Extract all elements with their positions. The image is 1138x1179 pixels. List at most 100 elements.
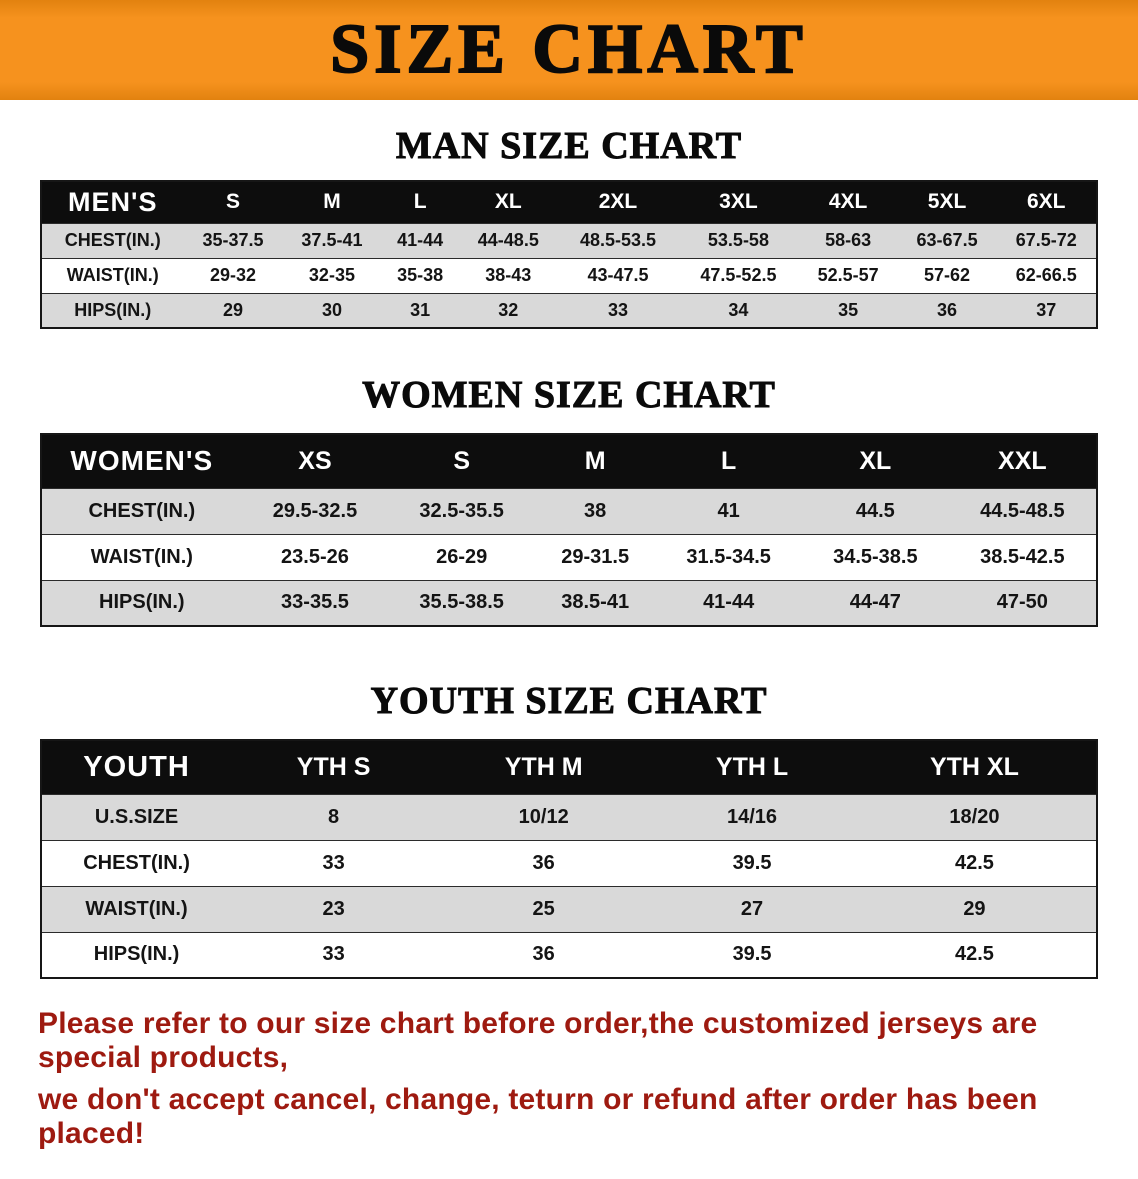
youth-size-table: YOUTH YTH S YTH M YTH L YTH XL U.S.SIZE 8 10/12… — [40, 739, 1098, 979]
size-column-header: L — [655, 434, 802, 488]
measurement-row-label: U.S.SIZE — [41, 793, 232, 840]
size-column-header: 4XL — [798, 181, 898, 223]
measurement-value: 32-35 — [282, 257, 382, 293]
size-column-header: L — [381, 181, 459, 223]
measurement-value: 26-29 — [388, 533, 536, 580]
measurement-value: 8 — [231, 793, 437, 840]
measurement-value: 35.5-38.5 — [388, 579, 536, 626]
measurement-value: 32 — [458, 292, 558, 328]
measurement-row: WAIST(IN.) 29-32 32-35 35-38 38-43 43-47.5 47.… — [41, 257, 1097, 293]
measurement-row-label: CHEST(IN.) — [41, 839, 232, 886]
measurement-value: 38.5-41 — [535, 579, 656, 626]
size-column-header: YTH XL — [852, 740, 1097, 794]
measurement-value: 29-31.5 — [535, 533, 656, 580]
measurement-value: 30 — [282, 292, 382, 328]
size-column-header: 6XL — [996, 181, 1097, 223]
measurement-row-label: CHEST(IN.) — [41, 487, 242, 534]
measurement-value: 58-63 — [798, 222, 898, 258]
size-column-header: M — [535, 434, 656, 488]
measurement-value: 67.5-72 — [996, 222, 1097, 258]
measurement-value: 35 — [798, 292, 898, 328]
measurement-value: 44-48.5 — [458, 222, 558, 258]
men-section-heading: MAN SIZE CHART — [395, 125, 743, 168]
measurement-row-label: WAIST(IN.) — [41, 533, 242, 580]
measurement-value: 39.5 — [651, 839, 853, 886]
women-size-table: WOMEN'S XS S M L XL XXL CHEST(IN.) 29.5-32.5 32.5… — [40, 433, 1098, 627]
measurement-value: 18/20 — [852, 793, 1097, 840]
measurement-value: 53.5-58 — [678, 222, 799, 258]
table-corner-label: MEN'S — [41, 181, 184, 223]
measurement-value: 37.5-41 — [282, 222, 382, 258]
youth-section: YOUTH SIZE CHART YOUTH YTH S YTH M YTH L YTH… — [0, 679, 1138, 979]
measurement-row: HIPS(IN.) 33-35.5 35.5-38.5 38.5-41 41-44 44-… — [41, 579, 1097, 626]
measurement-value: 41-44 — [655, 579, 802, 626]
measurement-value: 39.5 — [651, 931, 853, 978]
measurement-row-label: WAIST(IN.) — [41, 885, 232, 932]
size-column-header: 2XL — [557, 181, 679, 223]
size-table-header-row: WOMEN'S XS S M L XL XXL — [41, 434, 1097, 488]
size-column-header: S — [183, 181, 283, 223]
footer-notice: Please refer to our size chart before or… — [0, 979, 1138, 1179]
measurement-value: 32.5-35.5 — [388, 487, 536, 534]
measurement-row-label: HIPS(IN.) — [41, 931, 232, 978]
measurement-value: 43-47.5 — [557, 257, 679, 293]
measurement-value: 29.5-32.5 — [241, 487, 389, 534]
measurement-row: CHEST(IN.) 35-37.5 37.5-41 41-44 44-48.5 48.5… — [41, 222, 1097, 258]
measurement-value: 31 — [381, 292, 459, 328]
size-column-header: YTH M — [436, 740, 652, 794]
measurement-value: 10/12 — [436, 793, 652, 840]
measurement-value: 23.5-26 — [241, 533, 389, 580]
measurement-value: 44-47 — [802, 579, 949, 626]
men-section: MAN SIZE CHART MEN'S S M L XL 2XL 3XL 4XL 5XL 6XL… — [0, 124, 1138, 329]
table-corner-label: WOMEN'S — [41, 434, 242, 488]
size-table-header-row: MEN'S S M L XL 2XL 3XL 4XL 5XL 6XL — [41, 181, 1097, 223]
size-column-header: XS — [241, 434, 389, 488]
size-column-header: S — [388, 434, 536, 488]
size-column-header: 3XL — [678, 181, 799, 223]
measurement-row-label: CHEST(IN.) — [41, 222, 184, 258]
measurement-value: 33 — [231, 931, 437, 978]
measurement-value: 33-35.5 — [241, 579, 389, 626]
notice-line-1: Please refer to our size chart before or… — [38, 1007, 1038, 1074]
measurement-row-label: HIPS(IN.) — [41, 292, 184, 328]
measurement-value: 27 — [651, 885, 853, 932]
measurement-value: 63-67.5 — [897, 222, 997, 258]
measurement-value: 23 — [231, 885, 437, 932]
measurement-value: 36 — [436, 931, 652, 978]
measurement-value: 33 — [231, 839, 437, 886]
measurement-value: 57-62 — [897, 257, 997, 293]
measurement-value: 44.5-48.5 — [948, 487, 1097, 534]
men-size-table: MEN'S S M L XL 2XL 3XL 4XL 5XL 6XL CHEST(IN.) 35-37… — [40, 180, 1098, 329]
measurement-value: 25 — [436, 885, 652, 932]
measurement-value: 38.5-42.5 — [948, 533, 1097, 580]
measurement-row-label: WAIST(IN.) — [41, 257, 184, 293]
measurement-value: 38 — [535, 487, 656, 534]
size-column-header: YTH L — [651, 740, 853, 794]
measurement-value: 36 — [436, 839, 652, 886]
measurement-value: 36 — [897, 292, 997, 328]
size-column-header: XL — [458, 181, 558, 223]
measurement-value: 29-32 — [183, 257, 283, 293]
size-column-header: 5XL — [897, 181, 997, 223]
page-title: SIZE CHART — [329, 11, 808, 88]
measurement-value: 41 — [655, 487, 802, 534]
measurement-value: 37 — [996, 292, 1097, 328]
measurement-value: 35-37.5 — [183, 222, 283, 258]
measurement-value: 62-66.5 — [996, 257, 1097, 293]
table-corner-label: YOUTH — [41, 740, 232, 794]
notice-line-2: we don't accept cancel, change, teturn o… — [38, 1083, 1038, 1150]
measurement-value: 47.5-52.5 — [678, 257, 799, 293]
women-section-heading: WOMEN SIZE CHART — [362, 374, 776, 417]
measurement-row: CHEST(IN.) 29.5-32.5 32.5-35.5 38 41 44.5 44.5… — [41, 487, 1097, 534]
measurement-value: 47-50 — [948, 579, 1097, 626]
measurement-value: 33 — [557, 292, 679, 328]
measurement-value: 31.5-34.5 — [655, 533, 802, 580]
youth-section-heading: YOUTH SIZE CHART — [370, 680, 768, 723]
measurement-value: 44.5 — [802, 487, 949, 534]
measurement-value: 41-44 — [381, 222, 459, 258]
measurement-row: WAIST(IN.) 23 25 27 29 — [41, 885, 1097, 932]
measurement-value: 42.5 — [852, 839, 1097, 886]
measurement-row: CHEST(IN.) 33 36 39.5 42.5 — [41, 839, 1097, 886]
measurement-value: 42.5 — [852, 931, 1097, 978]
